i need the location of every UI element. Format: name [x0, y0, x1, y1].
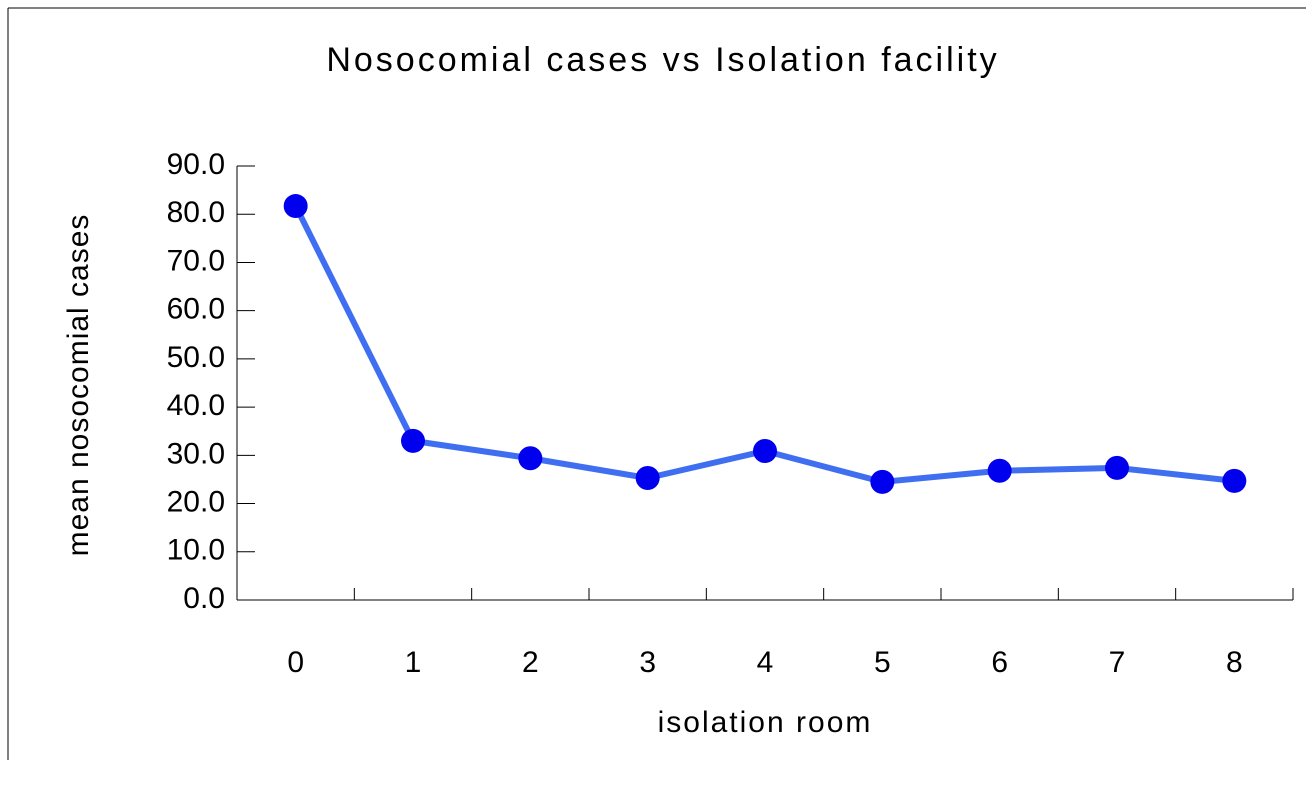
x-tick-label: 7 [1109, 646, 1126, 679]
data-point [870, 469, 895, 494]
y-tick-label: 30.0 [167, 437, 225, 470]
x-tick-label: 5 [874, 646, 891, 679]
y-tick-label: 80.0 [167, 196, 225, 229]
x-tick-label: 4 [757, 646, 774, 679]
data-point [635, 465, 660, 490]
x-axis-label: isolation room [658, 706, 873, 739]
x-tick-label: 0 [287, 646, 304, 679]
data-point [401, 428, 425, 453]
x-tick-label: 2 [522, 646, 539, 679]
y-tick-label: 60.0 [167, 293, 225, 326]
chart-title: Nosocomial cases vs Isolation facility [326, 41, 999, 79]
y-tick-label: 40.0 [167, 389, 225, 422]
y-tick-label: 90.0 [167, 148, 225, 181]
y-tick-label: 10.0 [167, 534, 225, 567]
x-tick-label: 3 [639, 646, 656, 679]
y-axis-label: mean nosocomial cases [62, 214, 95, 557]
x-tick-label: 1 [405, 646, 422, 679]
data-point [283, 194, 308, 219]
y-tick-label: 50.0 [167, 341, 225, 374]
y-tick-label: 0.0 [183, 582, 225, 615]
x-tick-label: 6 [991, 646, 1008, 679]
data-point [1222, 468, 1247, 493]
data-point [987, 458, 1012, 483]
data-point [518, 446, 543, 471]
y-tick-label: 70.0 [167, 244, 225, 277]
x-tick-label: 8 [1226, 646, 1243, 679]
data-point [1105, 455, 1129, 480]
data-point [753, 438, 777, 463]
y-tick-label: 20.0 [167, 485, 225, 518]
